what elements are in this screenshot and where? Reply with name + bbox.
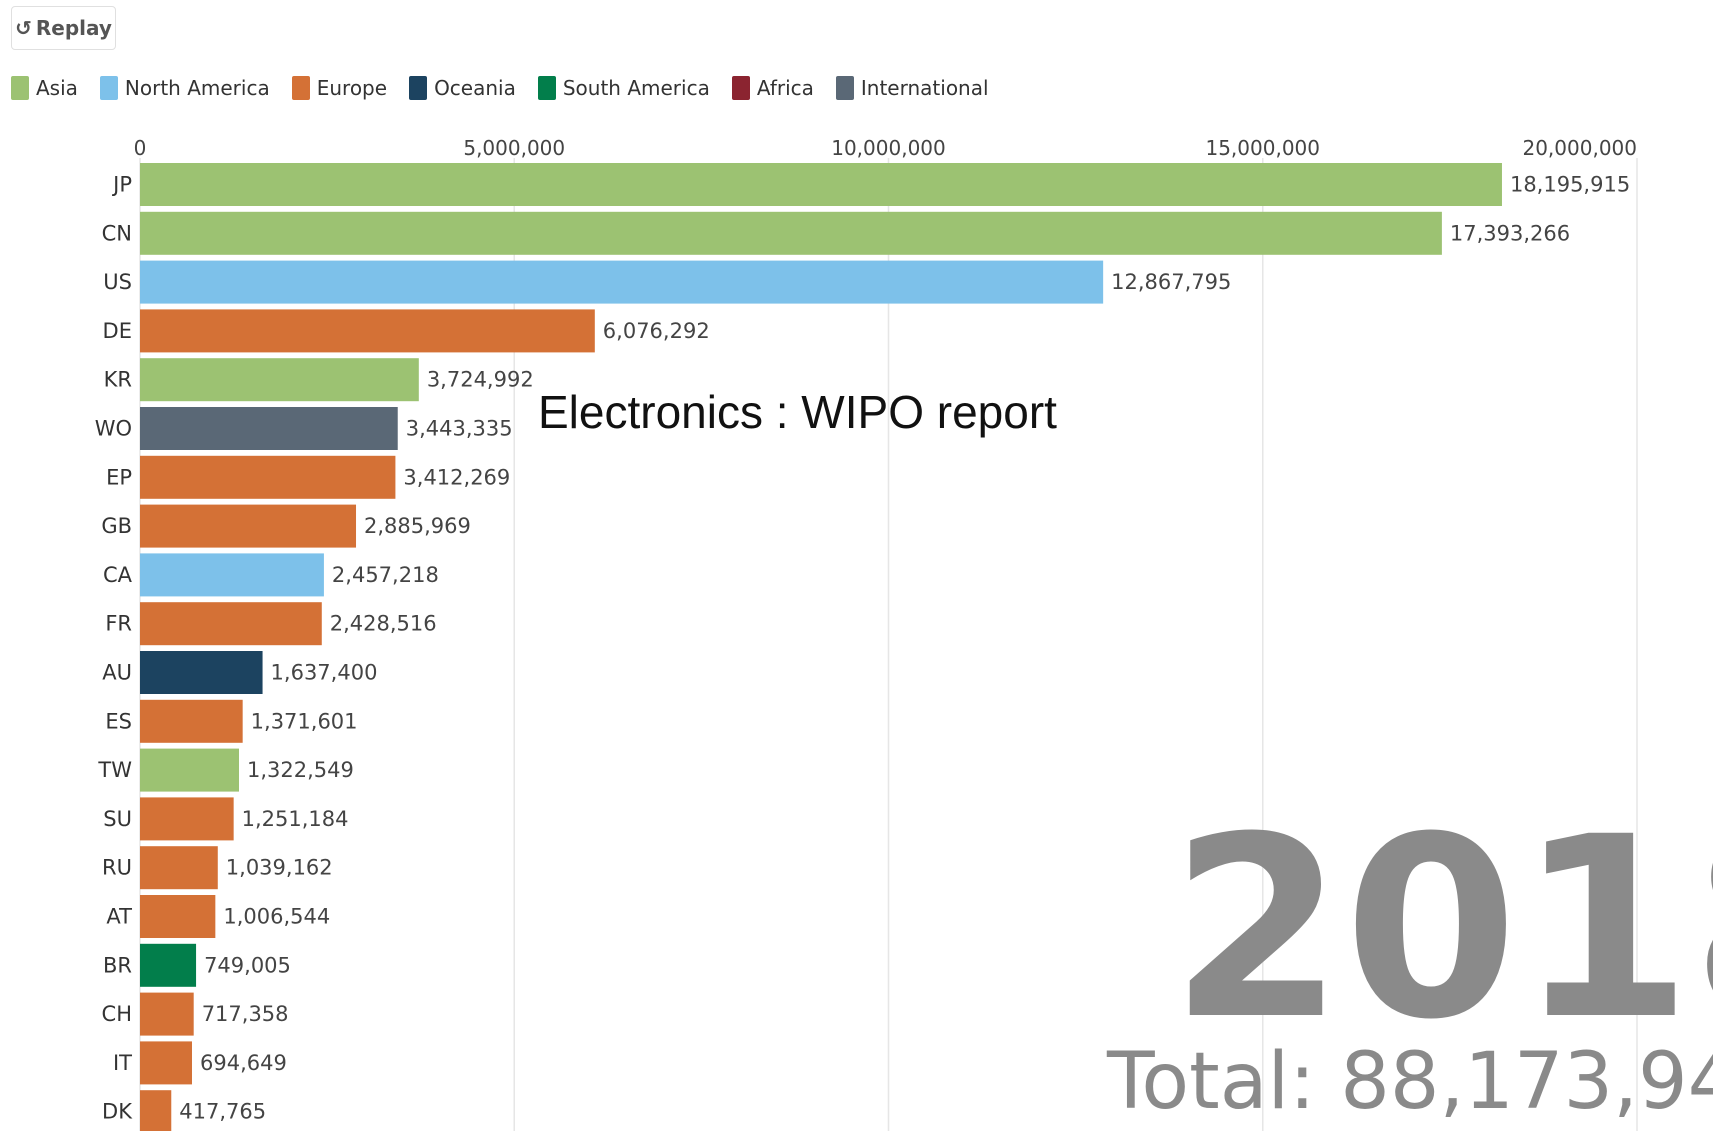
bar-su [140,797,234,841]
value-label: 1,251,184 [242,807,349,831]
value-label: 749,005 [204,953,291,977]
value-label: 2,457,218 [332,563,439,587]
category-label: BR [103,953,132,977]
category-label: DE [103,319,132,343]
category-label: US [103,270,132,294]
bar-ru [140,846,218,890]
bar-wo [140,407,398,450]
legend-item-oceania[interactable]: Oceania [409,76,516,100]
category-label: SU [103,807,132,831]
category-label: DK [102,1100,133,1124]
legend-label: Asia [36,76,78,100]
value-label: 3,443,335 [406,417,513,441]
legend-swatch [99,76,118,100]
value-label: 12,867,795 [1111,270,1231,294]
category-label: AT [106,905,132,929]
value-label: 3,412,269 [403,465,510,489]
legend-item-north-america[interactable]: North America [99,76,270,100]
bar-tw [140,748,239,792]
legend-item-europe[interactable]: Europe [291,76,388,100]
legend: Asia North America Europe Oceania South Amer… [11,72,1011,104]
bar-br [140,943,197,987]
legend-label: International [860,76,989,100]
legend-swatch [11,76,29,100]
x-tick-label: 15,000,000 [1205,136,1320,160]
value-label: 717,358 [202,1002,289,1026]
value-label: 1,006,544 [223,905,330,929]
chart-title: Electronics : WIPO report [538,386,1057,438]
bar-gb [140,504,357,548]
value-label: 18,195,915 [1510,173,1630,197]
bar-ep [140,455,396,499]
category-label: TW [97,758,132,782]
x-tick-label: 0 [134,136,147,160]
legend-item-asia[interactable]: Asia [11,76,78,100]
category-label: JP [111,173,132,197]
category-label: CH [102,1002,132,1026]
replay-icon: ↺ [15,16,32,40]
bar-jp [140,163,1502,206]
total-label: Total: 88,173,94 [1106,1037,1713,1127]
legend-swatch [835,76,854,100]
category-label: AU [102,661,132,685]
x-tick-label: 20,000,000 [1522,136,1637,160]
legend-item-africa[interactable]: Africa [731,76,814,100]
category-label: IT [113,1051,132,1075]
category-label: ES [105,709,132,733]
value-label: 1,371,601 [251,709,358,733]
legend-item-south-america[interactable]: South America [537,76,710,100]
category-label: WO [95,417,132,441]
year-label: 2018 [1170,783,1713,1074]
replay-button[interactable]: ↺ Replay [11,6,116,50]
legend-label: South America [562,76,710,100]
bar-es [140,699,243,743]
legend-label: Oceania [434,76,516,100]
legend-swatch [291,76,310,100]
bar-us [140,260,1104,304]
category-label: CN [102,221,132,245]
legend-label: Europe [316,76,388,100]
bar-kr [140,358,419,402]
value-label: 6,076,292 [603,319,710,343]
x-tick-label: 10,000,000 [831,136,946,160]
value-label: 694,649 [200,1051,287,1075]
legend-label: Africa [756,76,814,100]
x-tick-label: 5,000,000 [463,136,565,160]
bar-ch [140,992,194,1036]
bar-cn [140,211,1442,255]
value-label: 417,765 [179,1100,266,1124]
value-label: 2,428,516 [330,612,437,636]
category-label: EP [106,465,132,489]
legend-swatch [409,76,428,100]
bar-dk [140,1090,172,1131]
category-label: GB [101,514,132,538]
value-label: 1,637,400 [271,661,378,685]
category-label: CA [103,563,133,587]
value-label: 3,724,992 [427,368,534,392]
category-label: RU [102,856,132,880]
bar-ca [140,553,324,597]
bar-au [140,651,263,694]
bar-at [140,895,216,938]
value-label: 1,322,549 [247,758,354,782]
legend-swatch [537,76,556,100]
value-label: 2,885,969 [364,514,471,538]
legend-label: North America [124,76,270,100]
category-label: FR [105,612,132,636]
value-label: 1,039,162 [226,856,333,880]
value-label: 17,393,266 [1450,221,1570,245]
legend-swatch [731,76,750,100]
legend-item-international[interactable]: International [835,76,989,100]
bar-de [140,309,595,353]
bar-fr [140,602,322,646]
bar-it [140,1041,192,1085]
replay-label: Replay [35,16,112,40]
category-label: KR [104,368,132,392]
